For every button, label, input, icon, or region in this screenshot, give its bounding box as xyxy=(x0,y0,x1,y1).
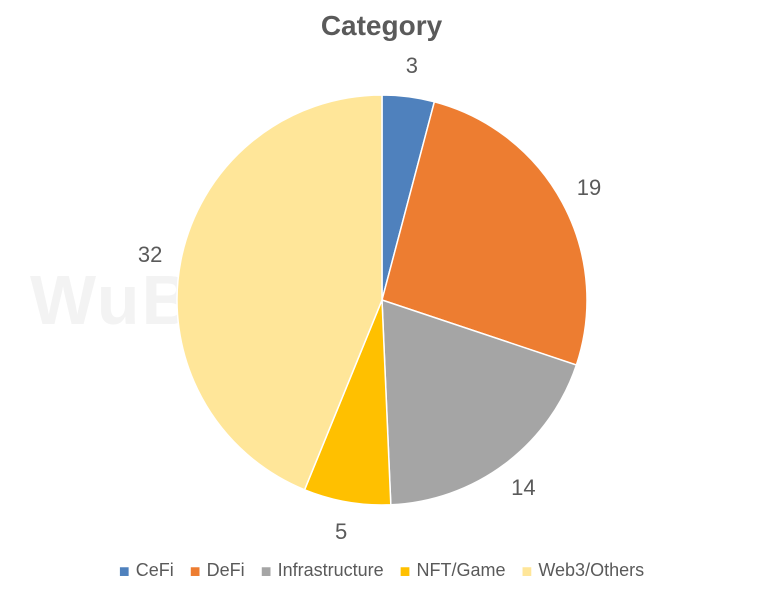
slice-value-label: 32 xyxy=(138,242,162,268)
legend-label: CeFi xyxy=(136,560,174,581)
chart-title: Category xyxy=(0,10,763,42)
legend-marker-icon: ■ xyxy=(400,562,411,580)
legend-item: ■ NFT/Game xyxy=(400,560,506,581)
legend-label: DeFi xyxy=(207,560,245,581)
pie-chart: 31914532 xyxy=(167,85,597,515)
legend: ■ CeFi ■ DeFi ■ Infrastructure ■ NFT/Game ■ Web3/… xyxy=(0,560,763,581)
legend-item: ■ DeFi xyxy=(190,560,245,581)
legend-marker-icon: ■ xyxy=(522,562,533,580)
legend-item: ■ CeFi xyxy=(119,560,174,581)
legend-marker-icon: ■ xyxy=(119,562,130,580)
legend-item: ■ Web3/Others xyxy=(522,560,645,581)
legend-label: Infrastructure xyxy=(278,560,384,581)
legend-label: NFT/Game xyxy=(416,560,505,581)
pie-svg xyxy=(167,85,597,515)
legend-marker-icon: ■ xyxy=(261,562,272,580)
legend-label: Web3/Others xyxy=(538,560,644,581)
legend-marker-icon: ■ xyxy=(190,562,201,580)
slice-value-label: 5 xyxy=(335,519,347,545)
slice-value-label: 3 xyxy=(406,53,418,79)
legend-item: ■ Infrastructure xyxy=(261,560,384,581)
